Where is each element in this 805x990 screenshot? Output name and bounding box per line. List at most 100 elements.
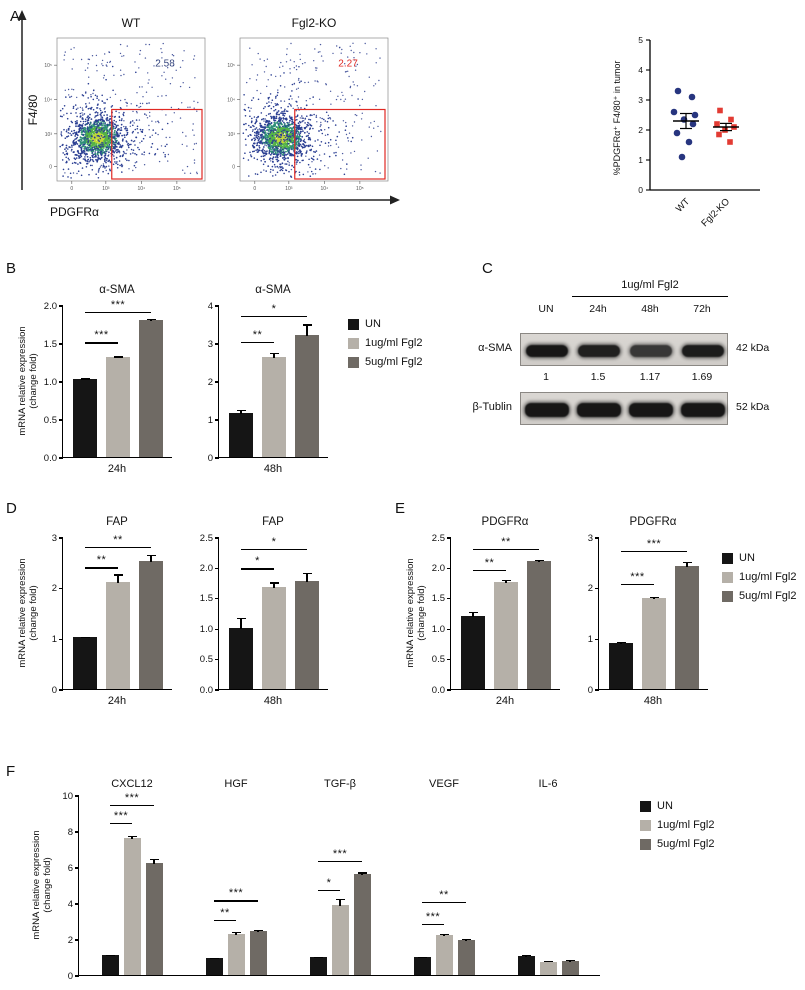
svg-text:10³: 10³ (228, 132, 236, 138)
chart-title: α-SMA (255, 284, 291, 296)
significance-label: *** (332, 847, 348, 860)
legend-item: 5ug/ml Fgl2 (722, 590, 796, 602)
error-bar-cap (80, 636, 90, 638)
error-bar (538, 560, 540, 563)
legend-swatch (348, 337, 359, 349)
error-bar (505, 580, 507, 583)
x-axis-label: 48h (263, 695, 283, 707)
significance-label: ** (113, 534, 123, 547)
y-tick-mark (75, 831, 79, 833)
significance-label: *** (425, 910, 441, 923)
significance-line (473, 548, 539, 551)
error-bar-cap (616, 642, 626, 644)
legend-label: UN (365, 318, 381, 330)
y-tick-label: 1.5 (43, 338, 57, 350)
error-bar-cap (113, 356, 123, 358)
y-tick-mark (59, 689, 63, 691)
chart-plot-area: 0.0 0.5 1.0 1.5 2.0 2.5 ** ** (432, 533, 560, 696)
y-tick-label: 1 (51, 633, 57, 645)
error-bar-cap (302, 324, 312, 326)
error-bar (257, 930, 259, 932)
error-bar (117, 356, 119, 359)
protein-band (525, 402, 569, 417)
y-tick-mark (75, 795, 79, 797)
y-tick-label: 0.5 (431, 654, 445, 666)
y-axis-label: mRNA relative expression (change fold) (31, 795, 53, 975)
svg-text:10⁴: 10⁴ (321, 186, 329, 192)
legend-item: UN (640, 800, 714, 812)
bar (73, 379, 97, 457)
bar (73, 637, 97, 689)
panel-label-c: C (482, 260, 493, 277)
y-tick-label: 2 (51, 583, 57, 595)
protein-band (681, 402, 725, 417)
y-tick-mark (595, 689, 599, 691)
bar (145, 863, 163, 975)
scatter-plot: 0 1 2 3 4 5 WT Fgl2-KO %PDGFRα⁺ F4/80⁺ in tumor (612, 35, 760, 229)
protein-band (682, 344, 724, 357)
svg-text:0: 0 (70, 186, 73, 192)
x-axis-label: 24h (107, 463, 127, 475)
error-bar (465, 939, 467, 941)
error-bar-cap (357, 872, 367, 874)
svg-text:0: 0 (49, 165, 52, 171)
legend-label: 1ug/ml Fgl2 (739, 571, 797, 583)
significance-line (110, 805, 154, 807)
y-tick-mark (215, 567, 219, 569)
chart-plot-area: 0.0 0.5 1.0 1.5 2.0 *** *** (44, 299, 172, 464)
y-tick-mark (75, 975, 79, 977)
panel-label-f: F (6, 763, 16, 780)
significance-line (621, 550, 687, 552)
group-title: TGF-β (324, 778, 356, 790)
flow-plot-title-ko: Fgl2-KO (291, 16, 337, 30)
y-axis-label-line1: mRNA relative expression (405, 558, 416, 668)
y-tick-label: 1.0 (43, 376, 57, 388)
error-bar-cap (468, 612, 478, 614)
y-axis-label-line1: mRNA relative expression (17, 558, 28, 668)
group-title: HGF (224, 778, 248, 790)
significance-label: *** (228, 887, 244, 900)
y-tick-label: 3 (207, 338, 213, 350)
legend-label: 5ug/ml Fgl2 (739, 590, 797, 602)
quantification-value: 1.17 (639, 371, 661, 383)
legend-label: 1ug/ml Fgl2 (657, 819, 715, 831)
significance-line (214, 920, 236, 922)
significance-line (621, 583, 654, 585)
bar (262, 586, 286, 689)
y-tick-label: 1.5 (431, 593, 445, 605)
bar (413, 957, 431, 975)
y-tick-label: 0.0 (431, 684, 445, 696)
error-bar (273, 353, 275, 359)
y-tick-mark (215, 381, 219, 383)
y-tick-label: 2.5 (199, 532, 213, 544)
svg-text:10⁴: 10⁴ (227, 97, 235, 103)
bar (295, 580, 319, 689)
protein-band (526, 344, 568, 357)
y-tick-label: 2.0 (431, 562, 445, 574)
bar (435, 935, 453, 975)
significance-line (422, 902, 466, 904)
flow-plot-wt: 2.58 0 0 10³ 10³ 10⁴ 10⁴ 10⁵ 10⁵ (39, 36, 207, 199)
significance-label: * (326, 876, 332, 889)
x-axis-label: 48h (263, 463, 283, 475)
y-tick-label: 4 (67, 898, 73, 910)
significance-line (241, 342, 274, 344)
error-bar-cap (302, 573, 312, 575)
error-bar-cap (439, 933, 449, 935)
y-tick-mark (215, 305, 219, 307)
significance-line (241, 315, 307, 317)
panel-label-e: E (395, 500, 406, 517)
bar (353, 874, 371, 975)
legend-panel-f: UN 1ug/ml Fgl2 5ug/ml Fgl2 (640, 800, 714, 857)
significance-label: * (271, 535, 277, 548)
protein-band (629, 402, 673, 417)
significance-line (241, 548, 307, 551)
y-tick-label: 1.0 (431, 623, 445, 635)
lane-label: 48h (641, 303, 659, 315)
lane-label: 24h (589, 303, 607, 315)
bar (139, 561, 163, 689)
flow-x-axis-label: PDGFRα (50, 205, 99, 219)
flow-plot-title-wt: WT (121, 16, 141, 30)
svg-text:10³: 10³ (45, 132, 53, 138)
